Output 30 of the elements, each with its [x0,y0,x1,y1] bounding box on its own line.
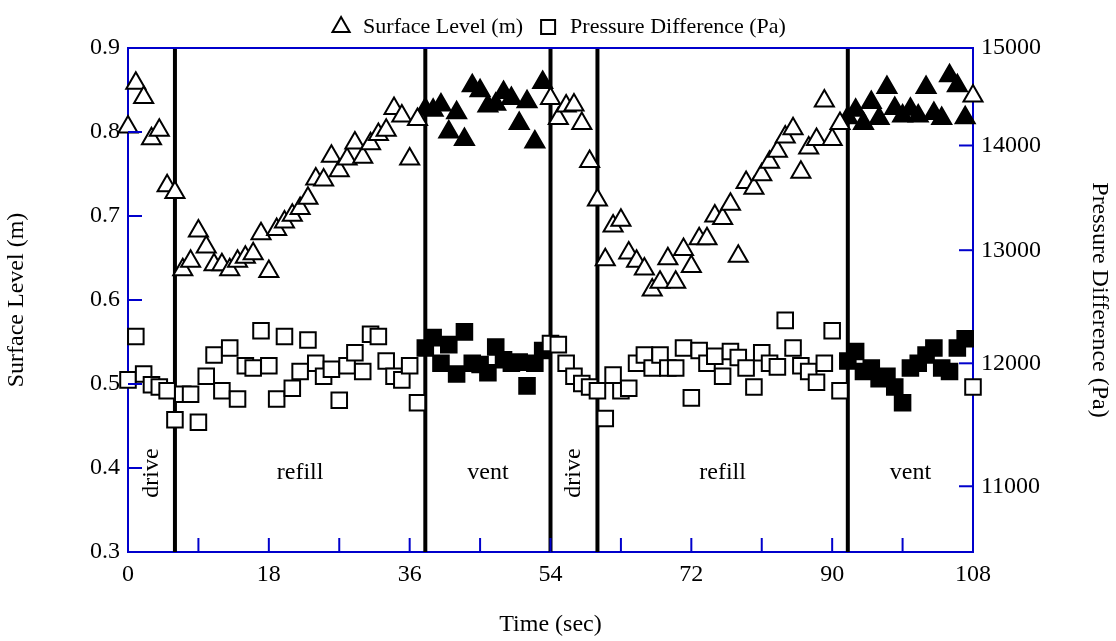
annotation: drive [559,448,586,498]
x-tick-label: 90 [820,559,845,586]
annotation: refill [699,458,747,485]
x-tick-label: 36 [397,559,422,586]
x-tick-label: 0 [122,559,134,586]
y-tick-label: 0.8 [90,117,120,144]
annotation: drive [136,448,163,498]
x-tick-label: 108 [955,559,991,586]
y-tick-label: 0.9 [90,33,120,60]
legend-label: Surface Level (m) [363,12,524,38]
x-tick-label: 72 [679,559,704,586]
y-axis-title: Surface Level (m) [1,212,28,388]
y2-tick-label: 11000 [981,471,1041,498]
x-axis-title: Time (sec) [499,609,602,636]
legend-label: Pressure Difference (Pa) [570,12,786,38]
y2-axis-title: Pressure Difference (Pa) [1088,182,1115,418]
annotation: vent [467,458,509,485]
y2-tick-label: 15000 [981,33,1041,60]
y-tick-label: 0.3 [90,537,120,564]
y-tick-label: 0.7 [90,201,120,228]
y-tick-label: 0.4 [90,453,120,480]
annotation: refill [276,458,324,485]
annotation: vent [889,458,932,485]
y-tick-label: 0.5 [90,369,120,396]
y2-tick-label: 14000 [981,130,1041,157]
x-tick-label: 54 [538,559,563,586]
y-tick-label: 0.6 [90,285,120,312]
y2-tick-label: 13000 [981,235,1041,262]
x-tick-label: 18 [256,559,281,586]
y2-tick-label: 12000 [981,348,1041,375]
